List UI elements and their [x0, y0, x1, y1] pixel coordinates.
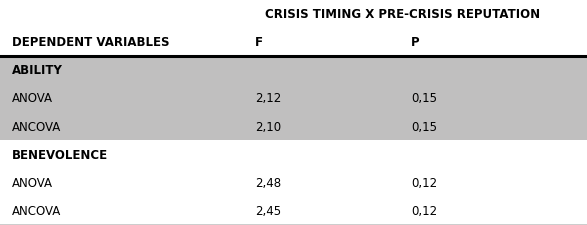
Text: ANOVA: ANOVA	[12, 92, 53, 105]
Text: ANOVA: ANOVA	[12, 176, 53, 189]
Text: 2,48: 2,48	[255, 176, 282, 189]
Text: 2,10: 2,10	[255, 120, 282, 133]
Text: BENEVOLENCE: BENEVOLENCE	[12, 148, 108, 161]
Text: 0,12: 0,12	[411, 205, 437, 217]
Text: 0,12: 0,12	[411, 176, 437, 189]
Text: 0,15: 0,15	[411, 120, 437, 133]
Text: 0,15: 0,15	[411, 92, 437, 105]
Text: P: P	[411, 36, 420, 49]
Text: ANCOVA: ANCOVA	[12, 120, 61, 133]
Text: ABILITY: ABILITY	[12, 64, 63, 77]
Text: DEPENDENT VARIABLES: DEPENDENT VARIABLES	[12, 36, 169, 49]
Bar	[0, 84, 587, 112]
Bar	[0, 112, 587, 141]
Text: F: F	[255, 36, 264, 49]
Text: ANCOVA: ANCOVA	[12, 205, 61, 217]
Text: CRISIS TIMING X PRE-CRISIS REPUTATION: CRISIS TIMING X PRE-CRISIS REPUTATION	[265, 8, 539, 20]
Text: 2,45: 2,45	[255, 205, 282, 217]
Bar	[0, 56, 587, 84]
Text: 2,12: 2,12	[255, 92, 282, 105]
